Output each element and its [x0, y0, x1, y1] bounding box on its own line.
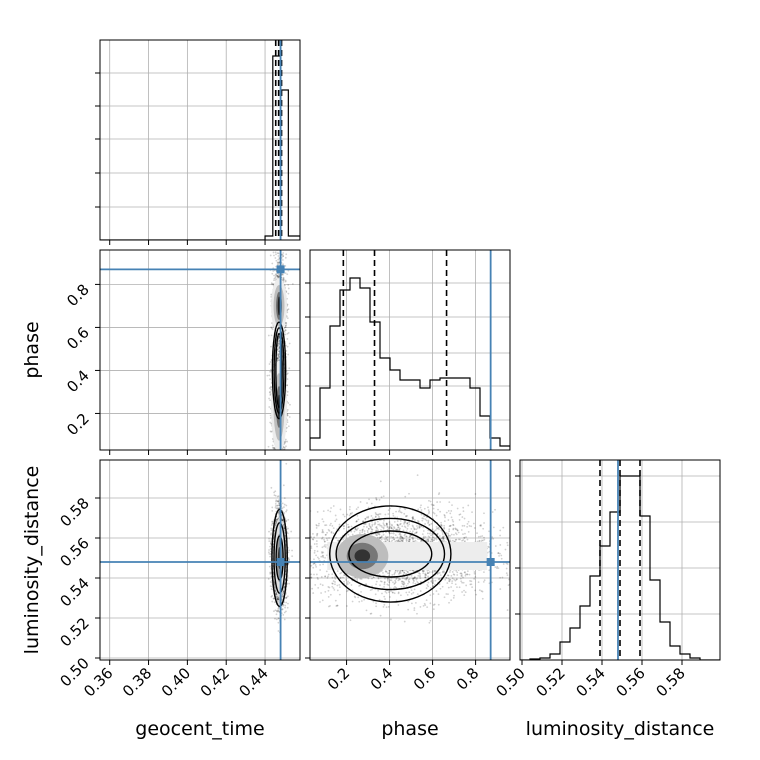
hist-phase-bin-7: [380, 358, 390, 450]
joint-phase-luminosity-distance-truth-marker: [486, 558, 495, 566]
hist-luminosity-distance-bin-8: [600, 546, 610, 660]
hist-geocent-time-step: [100, 55, 300, 240]
x-tick-label-luminosity-distance-2: 0.54: [572, 664, 608, 700]
x-tick-label-luminosity-distance-3: 0.56: [612, 664, 648, 700]
joint-geocent-time-luminosity-distance-contour-2: [271, 508, 289, 608]
y-axis-label-luminosity-distance: luminosity_distance: [21, 466, 43, 655]
joint-geocent-time-phase-density-1-3: [277, 296, 281, 316]
x-tick-label-geocent-time-3: 0.42: [197, 664, 233, 700]
y-axis-label-phase: phase: [21, 321, 43, 378]
x-tick-label-phase-0: 0.2: [324, 664, 354, 694]
joint-geocent-time-phase-truth-marker: [276, 265, 285, 274]
hist-phase-bin-16: [470, 388, 480, 450]
hist-geocent-time-panel: [95, 39, 301, 245]
hist-phase-step: [310, 277, 510, 450]
joint-geocent-time-luminosity-distance-panel: [95, 459, 301, 665]
x-tick-label-geocent-time-2: 0.40: [158, 664, 194, 700]
hist-phase-bin-4: [350, 278, 360, 450]
joint-phase-luminosity-distance-contour-2: [329, 505, 452, 603]
hist-luminosity-distance-step: [520, 475, 720, 660]
x-axis-label-geocent-time: geocent_time: [135, 718, 264, 740]
hist-phase-bin-8: [390, 370, 400, 450]
x-tick-label-geocent-time-4: 0.44: [236, 664, 272, 700]
hist-phase-bin-9: [400, 380, 410, 450]
hist-luminosity-distance-frame: [519, 459, 721, 661]
hist-phase-bin-5: [360, 288, 370, 450]
hist-phase-bin-12: [430, 380, 440, 450]
x-tick-label-luminosity-distance-1: 0.52: [532, 664, 568, 700]
hist-luminosity-distance-bin-7: [590, 576, 600, 660]
y-tick-label-luminosity-distance-4: 0.58: [56, 494, 92, 530]
joint-phase-luminosity-distance-panel: [305, 459, 511, 665]
hist-luminosity-distance-bin-5: [570, 628, 580, 660]
hist-phase-bin-15: [460, 378, 470, 450]
y-tick-label-luminosity-distance-3: 0.56: [56, 534, 92, 570]
hist-luminosity-distance-panel: [515, 459, 721, 665]
hist-luminosity-distance-bin-12: [640, 516, 650, 660]
y-tick-label-luminosity-distance-1: 0.52: [56, 614, 92, 650]
joint-geocent-time-phase-contour-2: [271, 321, 287, 420]
joint-geocent-time-phase-contour-0: [275, 332, 283, 409]
joint-geocent-time-phase-panel: [95, 249, 301, 455]
y-tick-label-phase-3: 0.8: [63, 281, 93, 311]
joint-phase-luminosity-distance-contour-0: [348, 530, 433, 578]
x-tick-label-luminosity-distance-0: 0.50: [492, 664, 528, 700]
x-tick-label-phase-2: 0.6: [410, 664, 440, 694]
hist-phase-frame: [309, 249, 511, 451]
hist-phase-bin-17: [480, 416, 490, 450]
joint-phase-luminosity-distance-frame: [309, 459, 511, 661]
x-tick-label-luminosity-distance-4: 0.58: [652, 664, 688, 700]
hist-luminosity-distance-bin-14: [660, 622, 670, 660]
x-axis-label-luminosity-distance: luminosity_distance: [526, 718, 715, 740]
hist-phase-bin-10: [410, 380, 420, 450]
joint-geocent-time-luminosity-distance-contour-1: [273, 522, 286, 594]
joint-geocent-time-luminosity-distance-frame: [99, 459, 301, 661]
y-tick-label-phase-0: 0.2: [63, 410, 93, 440]
hist-phase-panel: [305, 249, 511, 455]
hist-phase-bin-3: [340, 290, 350, 450]
hist-phase-bin-13: [440, 378, 450, 450]
joint-geocent-time-luminosity-distance-truth-marker: [276, 558, 285, 566]
joint-phase-luminosity-distance-density-2: [354, 549, 371, 563]
hist-phase-bin-2: [330, 326, 340, 450]
x-tick-label-geocent-time-1: 0.38: [119, 664, 155, 700]
joint-phase-luminosity-distance-contour-1: [335, 517, 446, 591]
joint-geocent-time-phase-frame: [99, 249, 301, 451]
hist-phase-bin-14: [450, 378, 460, 450]
hist-phase-bin-0: [310, 438, 320, 450]
y-tick-label-phase-2: 0.6: [63, 324, 93, 354]
y-tick-label-luminosity-distance-2: 0.54: [56, 574, 92, 610]
hist-luminosity-distance-bin-4: [560, 642, 570, 660]
hist-luminosity-distance-bin-16: [680, 654, 690, 660]
hist-luminosity-distance-bin-13: [650, 580, 660, 660]
hist-phase-bin-11: [420, 388, 430, 450]
hist-geocent-time-frame: [99, 39, 301, 241]
hist-luminosity-distance-bin-3: [550, 654, 560, 660]
hist-phase-bin-1: [320, 388, 330, 450]
x-axis-label-phase: phase: [381, 718, 438, 740]
y-tick-label-phase-1: 0.4: [63, 367, 93, 397]
joint-geocent-time-phase-contour-1: [273, 327, 285, 414]
x-tick-label-phase-3: 0.8: [453, 664, 483, 694]
x-tick-label-phase-1: 0.4: [367, 664, 397, 694]
hist-luminosity-distance-bin-15: [670, 646, 680, 660]
